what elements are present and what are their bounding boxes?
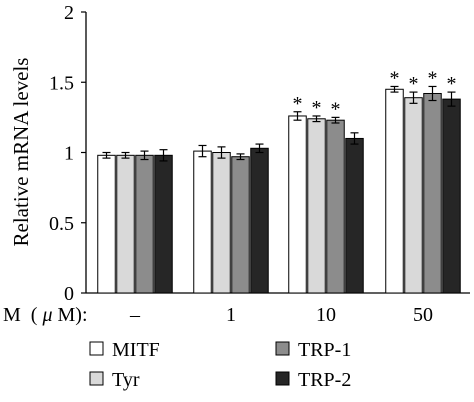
- legend-label: Tyr: [112, 369, 140, 391]
- bar: [423, 92, 442, 294]
- legend-swatch: [275, 371, 290, 386]
- y-tick-label: 0.5: [49, 213, 74, 235]
- significance-marker: *: [447, 73, 457, 95]
- significance-marker: *: [428, 67, 438, 89]
- bar: [193, 150, 212, 294]
- bar: [231, 156, 250, 294]
- axes: 0 0.5 1 1.5 2 – 1 10 50: [49, 2, 470, 326]
- x-tick-label: 1: [226, 304, 236, 326]
- legend-label: TRP-1: [298, 339, 351, 361]
- bar: [135, 154, 154, 294]
- bar: [212, 152, 231, 294]
- legend-swatch: [89, 371, 104, 386]
- significance-marker: *: [293, 93, 303, 115]
- x-axis-label: M ( μ M):: [3, 304, 88, 326]
- significance-marker: *: [331, 98, 341, 120]
- bar: [288, 115, 307, 294]
- x-axis-label-unit-symbol: μ: [41, 304, 52, 326]
- legend-label: MITF: [112, 339, 160, 361]
- y-tick-label: 2: [64, 2, 74, 24]
- significance-marker: *: [390, 67, 400, 89]
- bar: [307, 118, 326, 294]
- bar: [345, 137, 364, 294]
- bar: [154, 154, 173, 294]
- x-axis-label-unit-rest: M):: [58, 304, 88, 326]
- y-tick-label: 1: [64, 143, 74, 165]
- legend-swatch: [89, 341, 104, 356]
- bar: [385, 88, 404, 294]
- legend: MITF Tyr TRP-1 TRP-2: [89, 339, 351, 391]
- legend-swatch: [275, 341, 290, 356]
- x-tick-label: 10: [316, 304, 336, 326]
- x-axis-label-prefix: M: [3, 304, 21, 326]
- y-tick-label: 1.5: [49, 72, 74, 94]
- bars-group: * * * * * * *: [97, 67, 461, 294]
- legend-label: TRP-2: [298, 369, 351, 391]
- x-tick-label: –: [129, 304, 141, 326]
- x-axis-label-paren: (: [31, 304, 38, 326]
- bar: [404, 97, 423, 294]
- bar: [442, 98, 461, 294]
- y-tick-label: 0: [64, 283, 74, 305]
- x-tick-label: 50: [413, 304, 433, 326]
- significance-marker: *: [409, 73, 419, 95]
- bar: [250, 147, 269, 294]
- bar: [116, 154, 135, 294]
- y-axis-label: Relative mRNA levels: [9, 58, 33, 247]
- significance-marker: *: [312, 97, 322, 119]
- bar: [97, 154, 116, 294]
- bar: [326, 119, 345, 294]
